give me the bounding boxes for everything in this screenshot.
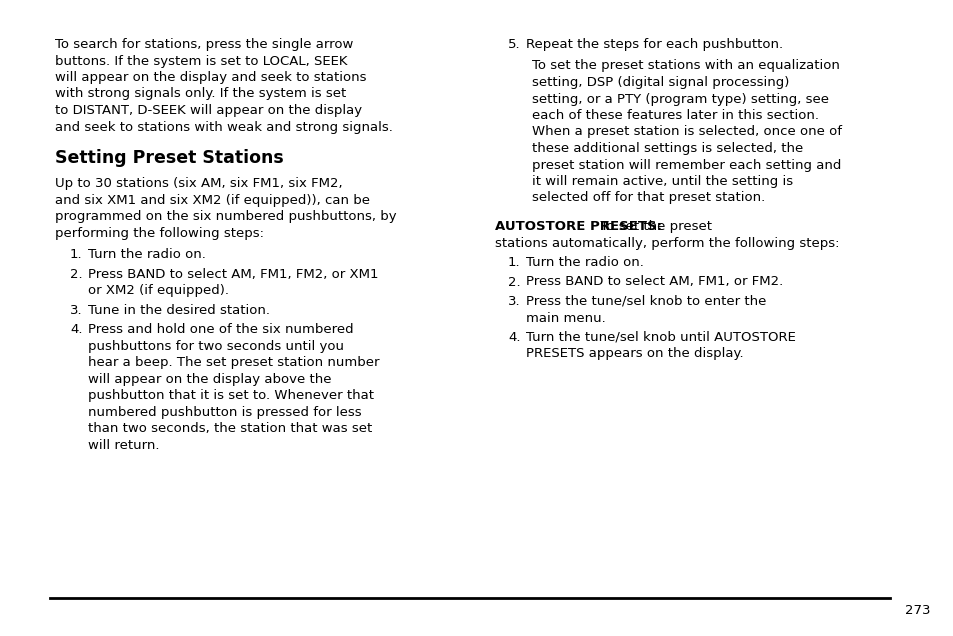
Text: will appear on the display above the: will appear on the display above the [88,373,331,385]
Text: setting, DSP (digital signal processing): setting, DSP (digital signal processing) [532,76,788,89]
Text: hear a beep. The set preset station number: hear a beep. The set preset station numb… [88,356,379,369]
Text: numbered pushbutton is pressed for less: numbered pushbutton is pressed for less [88,406,361,418]
Text: Tune in the desired station.: Tune in the desired station. [88,303,270,317]
Text: 1.: 1. [507,256,520,269]
Text: performing the following steps:: performing the following steps: [55,226,264,240]
Text: and six XM1 and six XM2 (if equipped)), can be: and six XM1 and six XM2 (if equipped)), … [55,193,370,207]
Text: selected off for that preset station.: selected off for that preset station. [532,191,764,205]
Text: 4.: 4. [70,323,82,336]
Text: Repeat the steps for each pushbutton.: Repeat the steps for each pushbutton. [525,38,782,51]
Text: To set the preset stations with an equalization: To set the preset stations with an equal… [532,60,839,73]
Text: to DISTANT, D-SEEK will appear on the display: to DISTANT, D-SEEK will appear on the di… [55,104,362,117]
Text: 3.: 3. [70,303,83,317]
Text: each of these features later in this section.: each of these features later in this sec… [532,109,818,122]
Text: When a preset station is selected, once one of: When a preset station is selected, once … [532,125,841,139]
Text: pushbuttons for two seconds until you: pushbuttons for two seconds until you [88,340,344,352]
Text: 5.: 5. [507,38,520,51]
Text: preset station will remember each setting and: preset station will remember each settin… [532,158,841,172]
Text: 3.: 3. [507,295,520,308]
Text: will appear on the display and seek to stations: will appear on the display and seek to s… [55,71,366,84]
Text: PRESETS appears on the display.: PRESETS appears on the display. [525,347,742,361]
Text: or XM2 (if equipped).: or XM2 (if equipped). [88,284,229,297]
Text: with strong signals only. If the system is set: with strong signals only. If the system … [55,88,346,100]
Text: AUTOSTORE PRESETS:: AUTOSTORE PRESETS: [495,220,661,233]
Text: 273: 273 [904,604,929,617]
Text: buttons. If the system is set to LOCAL, SEEK: buttons. If the system is set to LOCAL, … [55,55,347,67]
Text: setting, or a PTY (program type) setting, see: setting, or a PTY (program type) setting… [532,92,828,106]
Text: Press BAND to select AM, FM1, FM2, or XM1: Press BAND to select AM, FM1, FM2, or XM… [88,268,378,280]
Text: Press and hold one of the six numbered: Press and hold one of the six numbered [88,323,354,336]
Text: Press BAND to select AM, FM1, or FM2.: Press BAND to select AM, FM1, or FM2. [525,275,782,289]
Text: pushbutton that it is set to. Whenever that: pushbutton that it is set to. Whenever t… [88,389,374,402]
Text: main menu.: main menu. [525,312,605,324]
Text: 4.: 4. [507,331,520,344]
Text: it will remain active, until the setting is: it will remain active, until the setting… [532,175,792,188]
Text: Up to 30 stations (six AM, six FM1, six FM2,: Up to 30 stations (six AM, six FM1, six … [55,177,342,190]
Text: these additional settings is selected, the: these additional settings is selected, t… [532,142,802,155]
Text: To set the preset: To set the preset [592,220,712,233]
Text: Press the tune/sel knob to enter the: Press the tune/sel knob to enter the [525,295,765,308]
Text: 2.: 2. [70,268,83,280]
Text: To search for stations, press the single arrow: To search for stations, press the single… [55,38,353,51]
Text: Turn the radio on.: Turn the radio on. [88,248,206,261]
Text: than two seconds, the station that was set: than two seconds, the station that was s… [88,422,372,435]
Text: 1.: 1. [70,248,83,261]
Text: will return.: will return. [88,439,159,452]
Text: 2.: 2. [507,275,520,289]
Text: Turn the tune/sel knob until AUTOSTORE: Turn the tune/sel knob until AUTOSTORE [525,331,795,344]
Text: and seek to stations with weak and strong signals.: and seek to stations with weak and stron… [55,120,393,134]
Text: Setting Preset Stations: Setting Preset Stations [55,149,283,167]
Text: stations automatically, perform the following steps:: stations automatically, perform the foll… [495,237,839,249]
Text: programmed on the six numbered pushbuttons, by: programmed on the six numbered pushbutto… [55,210,396,223]
Text: Turn the radio on.: Turn the radio on. [525,256,643,269]
